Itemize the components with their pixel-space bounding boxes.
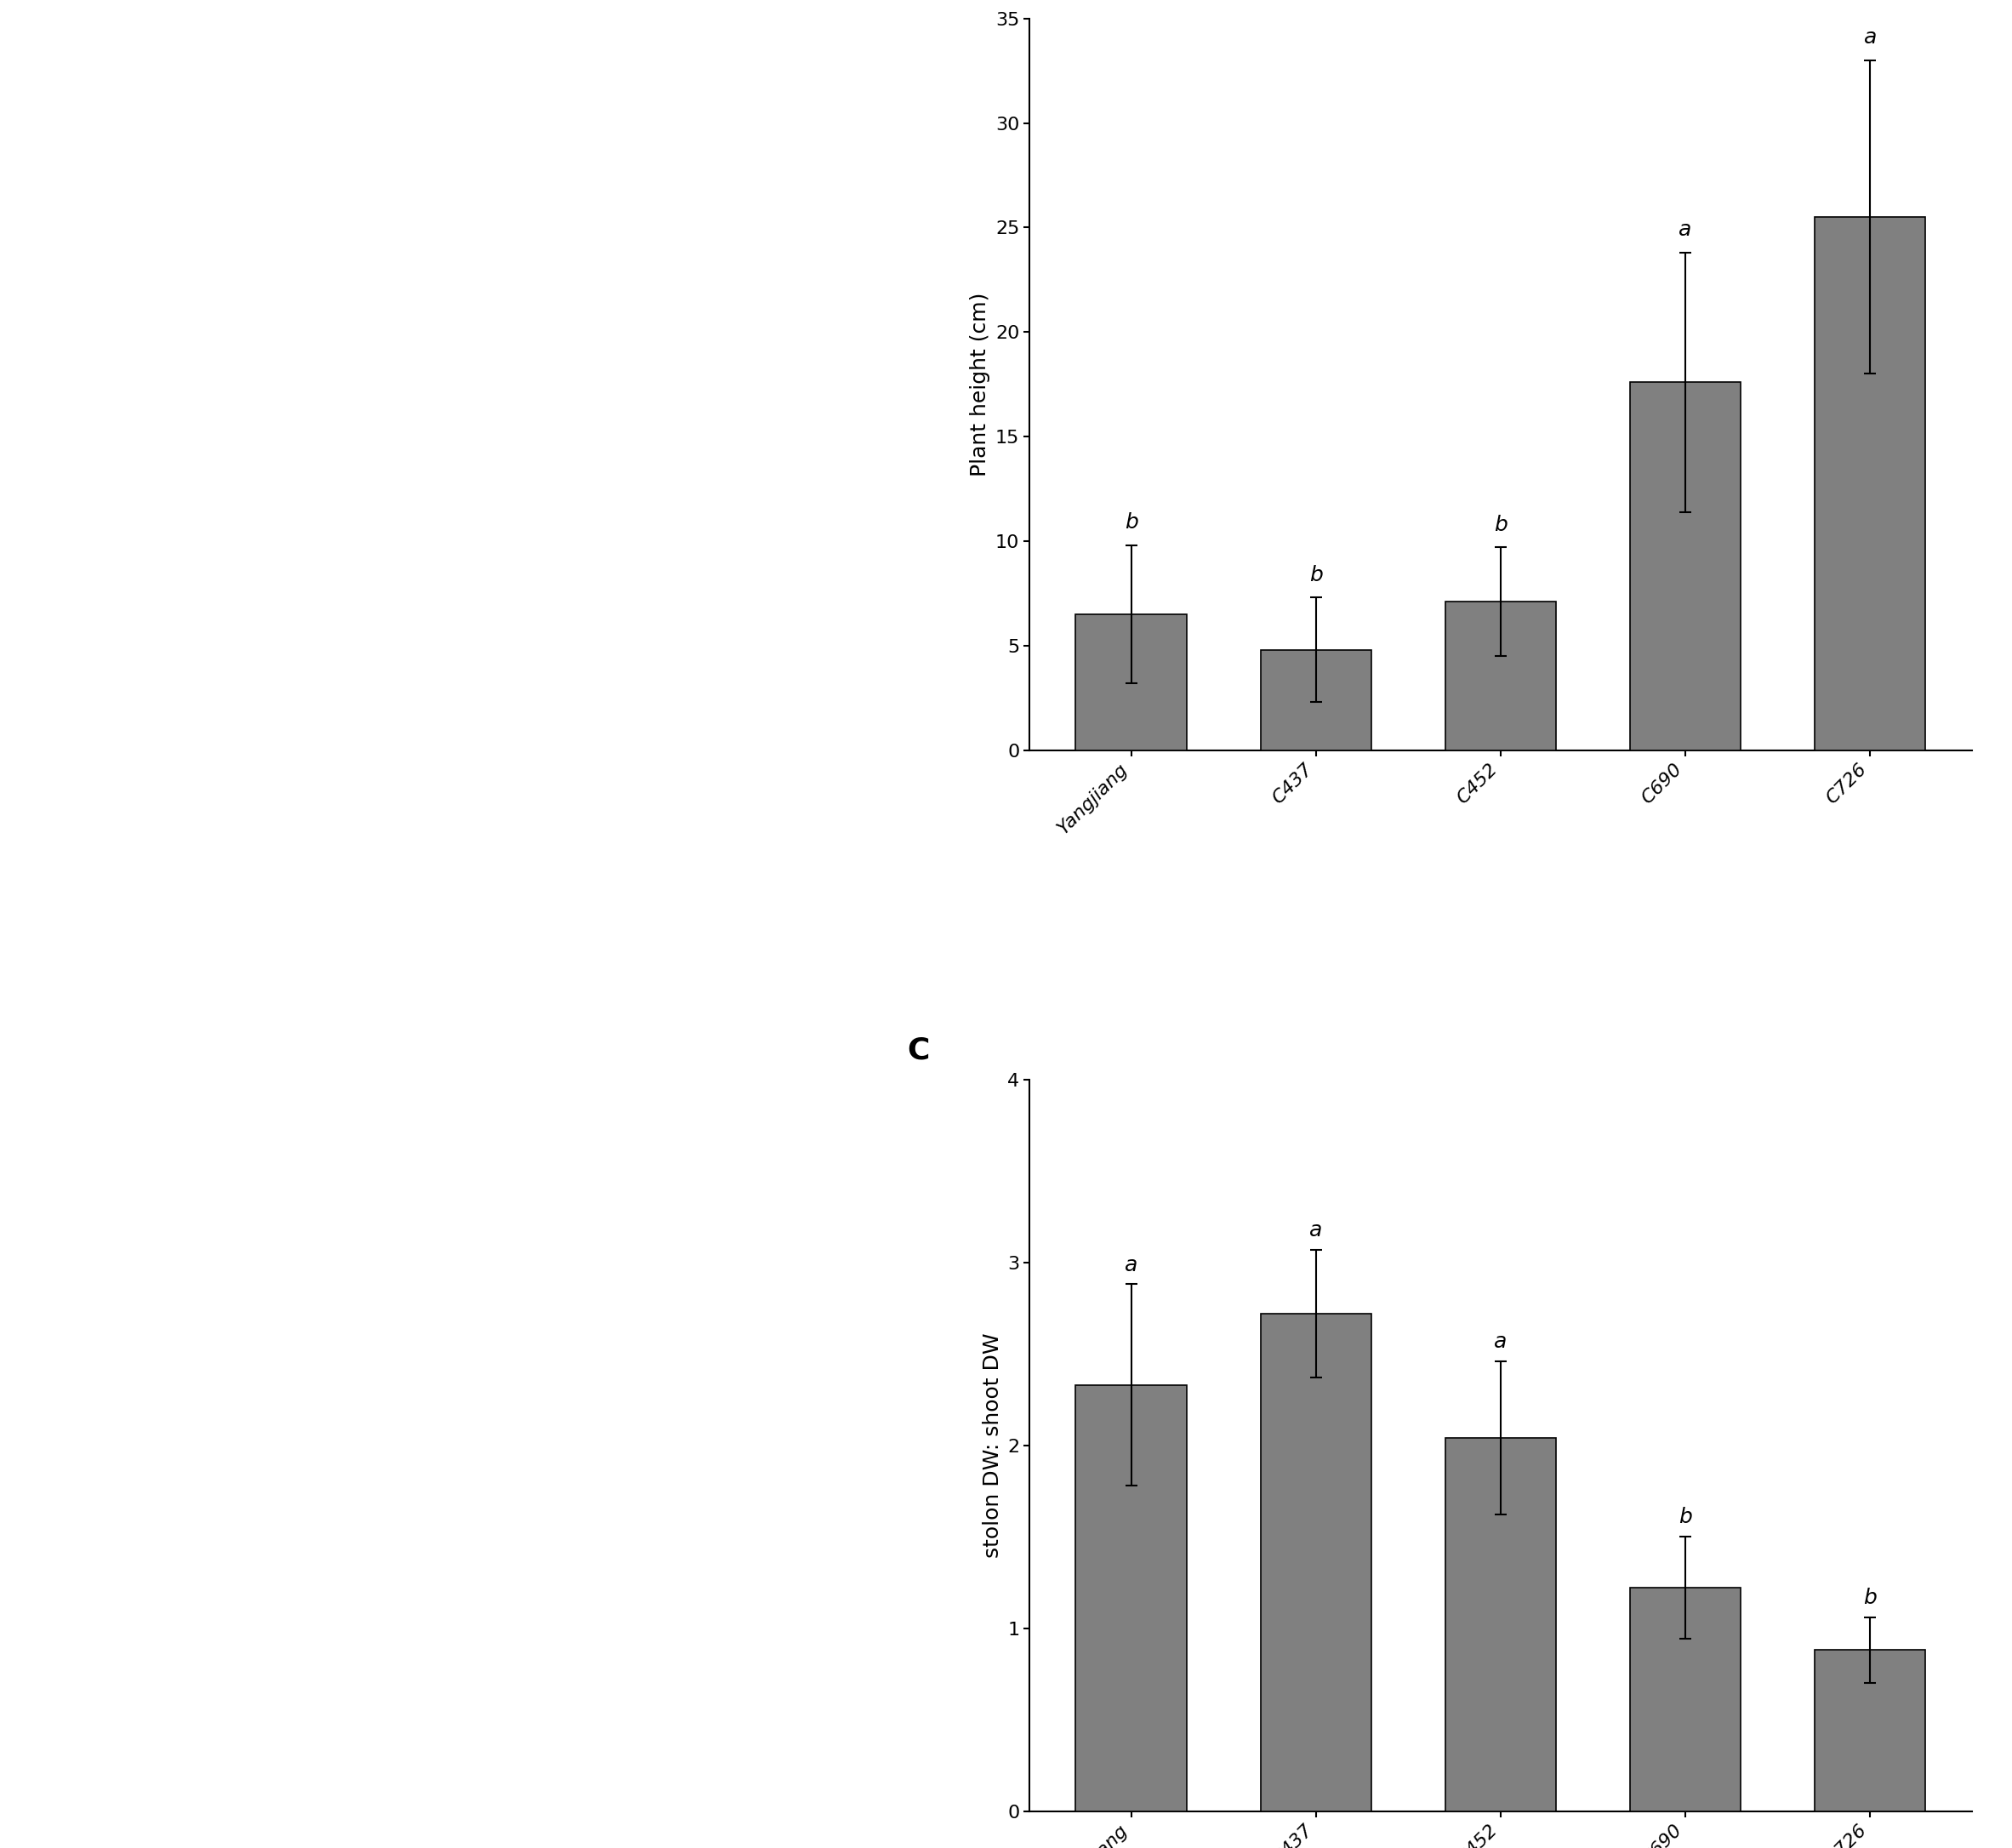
Bar [1260, 1314, 1372, 1811]
Text: a: a [1863, 28, 1877, 48]
Text: a: a [1495, 1332, 1507, 1353]
Text: b: b [1678, 1508, 1692, 1528]
Text: b: b [1493, 514, 1507, 534]
Bar [1445, 602, 1555, 750]
Bar [1815, 216, 1925, 750]
Text: b: b [1863, 1587, 1877, 1608]
Text: a: a [1125, 1255, 1137, 1275]
Bar [1076, 614, 1187, 750]
Bar [1260, 650, 1372, 750]
Bar [1815, 1650, 1925, 1811]
Text: C452: C452 [68, 887, 141, 913]
Text: Yangjiang: Yangjiang [68, 170, 211, 196]
Text: A: A [68, 59, 93, 89]
Text: a: a [1678, 220, 1692, 240]
Bar [1445, 1438, 1555, 1811]
Text: b: b [1125, 512, 1139, 532]
Text: C: C [907, 1035, 930, 1064]
Bar [1630, 383, 1740, 750]
Y-axis label: Plant height (cm): Plant height (cm) [970, 292, 990, 477]
Y-axis label: stolon DW: shoot DW: stolon DW: shoot DW [982, 1332, 1002, 1558]
Text: C690: C690 [68, 1229, 143, 1253]
Bar [1630, 1587, 1740, 1811]
Text: C437: C437 [68, 529, 141, 554]
Text: C726: C726 [68, 1545, 141, 1571]
Text: a: a [1310, 1220, 1322, 1240]
Text: B: B [907, 0, 930, 4]
Text: 10 cm: 10 cm [119, 1680, 197, 1704]
Bar [1076, 1384, 1187, 1811]
Text: b: b [1310, 565, 1322, 586]
